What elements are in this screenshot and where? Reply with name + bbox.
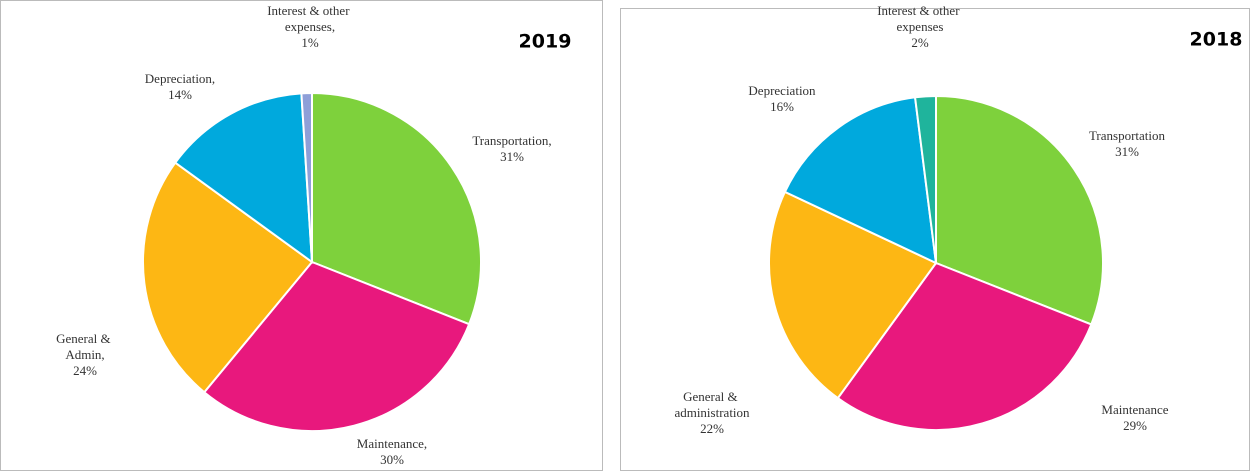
- slice-value-label: 2%: [911, 35, 929, 50]
- slice-label: Interest & other expenses,: [267, 3, 353, 34]
- label-line: Admin,: [65, 347, 104, 362]
- slice-value-label: 22%: [700, 421, 724, 436]
- label-line: General &: [683, 389, 741, 404]
- slice-value-label: 31%: [500, 149, 524, 164]
- chart-title: 2019: [519, 31, 572, 53]
- label-line: Interest & other: [877, 3, 963, 18]
- slice-label: General & Admin,: [56, 331, 114, 362]
- label-line: General &: [56, 331, 114, 346]
- pie-slice: [935, 94, 1104, 326]
- slice-label: Depreciation,: [145, 71, 215, 86]
- slice-value-label: 14%: [168, 87, 192, 102]
- slice-label: Transportation,: [472, 133, 551, 148]
- label-line: Transportation,: [472, 133, 551, 148]
- pie-slice: [173, 92, 314, 265]
- label-line: administration: [674, 405, 750, 420]
- label-line: Interest & other: [267, 3, 353, 18]
- pie-slice: [142, 161, 314, 394]
- slice-value-label: 1%: [301, 35, 319, 50]
- slice-label: Maintenance,: [357, 436, 427, 451]
- slice-label: General & administration: [674, 389, 750, 420]
- slice-label: Transportation: [1089, 128, 1166, 143]
- pie-slice: [836, 261, 1093, 431]
- pie-slice: [311, 91, 482, 326]
- chart-title: 2018: [1190, 29, 1243, 51]
- slice-label: Interest & other expenses: [877, 3, 963, 34]
- slice-label: Maintenance: [1101, 402, 1168, 417]
- pie-slice: [202, 260, 471, 432]
- slice-value-label: 30%: [380, 452, 404, 467]
- label-line: Depreciation,: [145, 71, 215, 86]
- slice-value-label: 16%: [770, 99, 794, 114]
- label-line: Maintenance,: [357, 436, 427, 451]
- label-line: expenses: [897, 19, 944, 34]
- label-line: Maintenance: [1101, 402, 1168, 417]
- pie-slice: [300, 91, 313, 263]
- slice-value-label: 29%: [1123, 418, 1147, 433]
- pie-slice: [913, 94, 937, 264]
- label-line: Depreciation: [748, 83, 816, 98]
- slice-value-label: 31%: [1115, 144, 1139, 159]
- label-line: expenses,: [285, 19, 335, 34]
- label-line: Transportation: [1089, 128, 1166, 143]
- slice-value-label: 24%: [73, 363, 97, 378]
- slice-label: Depreciation: [748, 83, 816, 98]
- pie-slice: [783, 96, 938, 265]
